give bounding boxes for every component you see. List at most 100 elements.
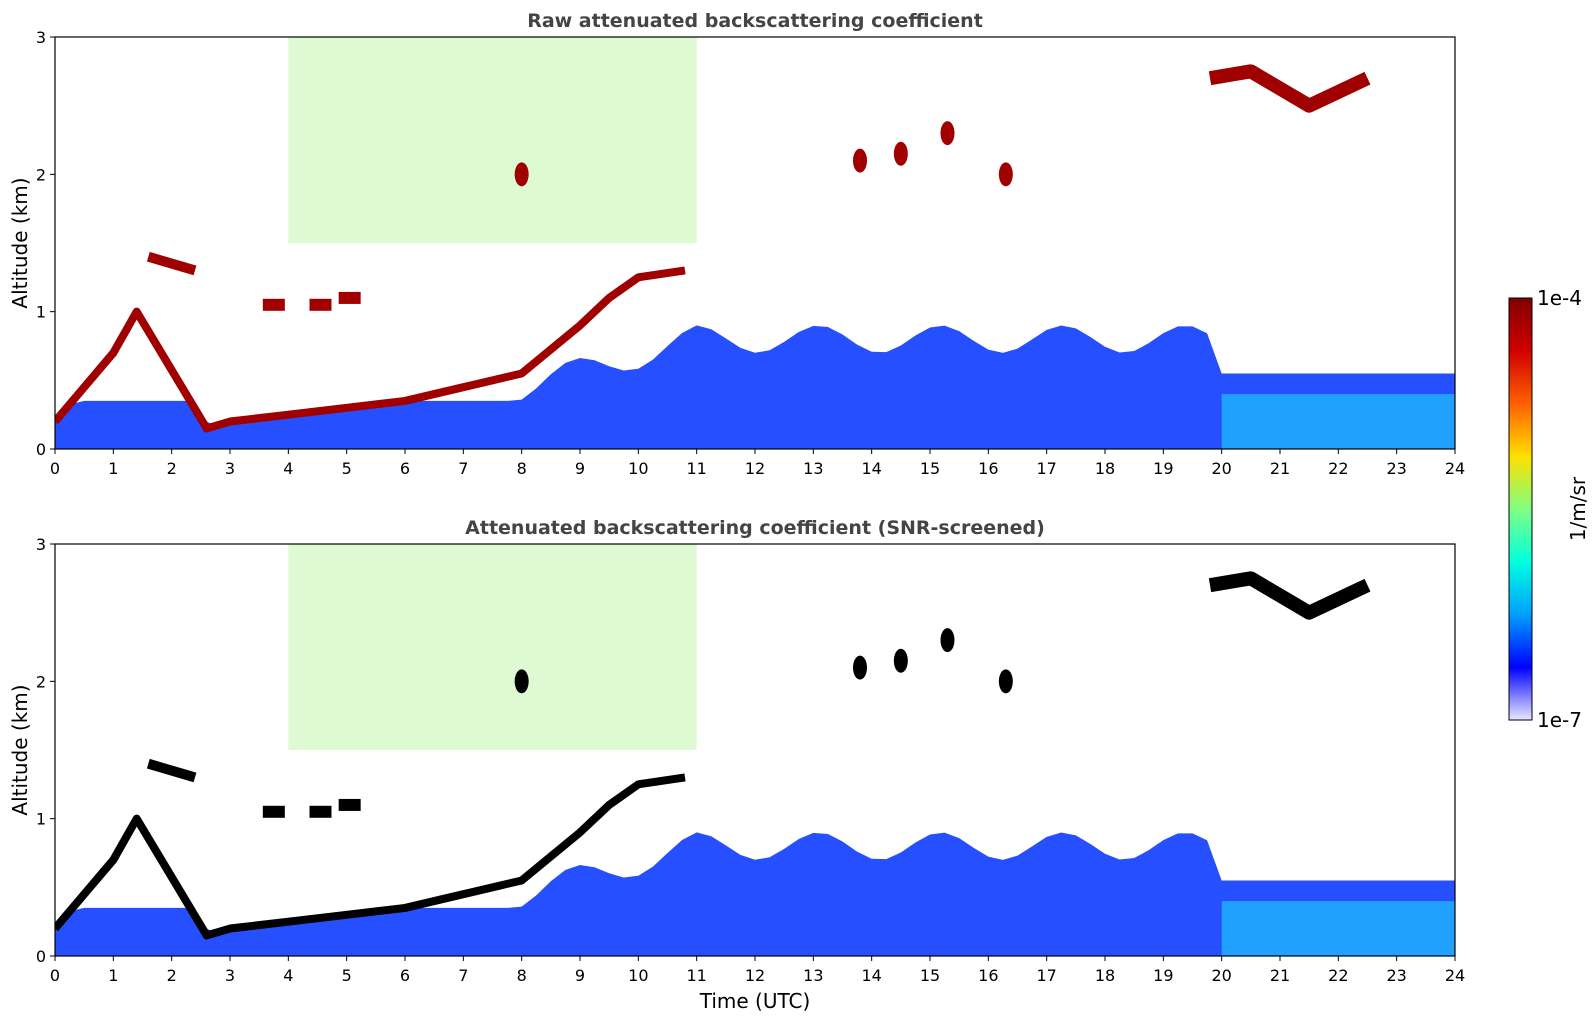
x-tick-label: 5	[342, 459, 352, 478]
x-tick-label: 0	[50, 459, 60, 478]
x-tick-label: 13	[803, 966, 823, 985]
x-tick-label: 8	[517, 459, 527, 478]
colorbar-min-label: 1e-7	[1537, 708, 1582, 732]
x-tick-label: 6	[400, 459, 410, 478]
x-tick-label: 3	[225, 966, 235, 985]
aerosol-layer	[146, 758, 197, 783]
x-tick-label: 12	[745, 966, 765, 985]
x-tick-label: 16	[978, 966, 998, 985]
y-tick-label: 1	[36, 810, 46, 829]
x-tick-label: 24	[1445, 459, 1465, 478]
panel-screened-x-label: Time (UTC)	[699, 989, 811, 1013]
x-tick-label: 20	[1211, 966, 1231, 985]
elevated-layer	[262, 805, 285, 818]
x-tick-label: 15	[920, 966, 940, 985]
panel-screened: Attenuated backscattering coefficient (S…	[8, 517, 1465, 1013]
aerosol-layer	[146, 251, 197, 276]
y-tick-label: 3	[36, 535, 46, 554]
x-tick-label: 7	[458, 459, 468, 478]
upper-noise-band	[288, 37, 697, 243]
x-tick-label: 2	[167, 966, 177, 985]
small-cloud	[893, 141, 908, 166]
panel-raw: Raw attenuated backscattering coefficien…	[8, 10, 1465, 478]
x-tick-label: 9	[575, 966, 585, 985]
x-tick-label: 14	[861, 459, 881, 478]
x-tick-label: 6	[400, 966, 410, 985]
x-tick-label: 10	[628, 459, 648, 478]
y-tick-label: 2	[36, 672, 46, 691]
panel-raw-x-ticks: 0 1 2 3 4 5 6 7 8 9 10 11 12 13 14 15 16 17 18 19 20 21 22 23 24	[50, 449, 1465, 478]
panel-screened-y-ticks: 0 1 2 3	[36, 535, 55, 966]
panel-screened-plot-area	[55, 544, 1455, 956]
upper-noise-band	[288, 544, 697, 750]
x-tick-label: 9	[575, 459, 585, 478]
y-tick-label: 0	[36, 947, 46, 966]
colorbar-unit-label: 1/m/sr	[1566, 476, 1590, 541]
x-tick-label: 17	[1036, 966, 1056, 985]
x-tick-label: 11	[686, 966, 706, 985]
x-tick-label: 4	[283, 459, 293, 478]
x-tick-label: 20	[1211, 459, 1231, 478]
x-tick-label: 24	[1445, 966, 1465, 985]
small-cloud	[514, 162, 529, 187]
x-tick-label: 19	[1153, 459, 1173, 478]
x-tick-label: 8	[517, 966, 527, 985]
x-tick-label: 19	[1153, 966, 1173, 985]
elevated-layer	[338, 291, 361, 304]
y-tick-label: 3	[36, 28, 46, 47]
colorbar-gradient	[1508, 297, 1533, 721]
panel-screened-x-ticks: 0 1 2 3 4 5 6 7 8 9 10 11 12 13 14 15 16 17 18 19 20 21 22 23 24	[50, 956, 1465, 985]
colorbar-max-label: 1e-4	[1537, 286, 1582, 310]
x-tick-label: 1	[108, 459, 118, 478]
elevated-layer	[338, 798, 361, 811]
small-cloud	[853, 655, 867, 680]
cirrus-cloud	[1208, 571, 1371, 620]
x-tick-label: 3	[225, 459, 235, 478]
small-cloud	[514, 669, 529, 694]
x-tick-label: 18	[1095, 966, 1115, 985]
x-tick-label: 17	[1036, 459, 1056, 478]
cirrus-cloud	[1208, 64, 1371, 113]
y-tick-label: 0	[36, 440, 46, 459]
panel-screened-title: Attenuated backscattering coefficient (S…	[465, 517, 1045, 539]
x-tick-label: 22	[1328, 966, 1348, 985]
small-cloud	[998, 162, 1013, 187]
x-tick-label: 10	[628, 966, 648, 985]
x-tick-label: 16	[978, 459, 998, 478]
x-tick-label: 11	[686, 459, 706, 478]
panel-raw-title: Raw attenuated backscattering coefficien…	[527, 10, 983, 32]
x-tick-label: 18	[1095, 459, 1115, 478]
x-tick-label: 2	[167, 459, 177, 478]
x-tick-label: 21	[1270, 966, 1290, 985]
x-tick-label: 5	[342, 966, 352, 985]
boundary-layer-top	[55, 773, 686, 940]
x-tick-label: 21	[1270, 459, 1290, 478]
near-surface-region	[55, 325, 1455, 449]
small-cloud	[940, 121, 955, 146]
late-boundary-layer	[1221, 394, 1455, 449]
x-tick-label: 4	[283, 966, 293, 985]
elevated-layer	[262, 298, 285, 311]
panel-raw-y-ticks: 0 1 2 3	[36, 28, 55, 459]
y-tick-label: 1	[36, 303, 46, 322]
small-cloud	[998, 669, 1013, 694]
panel-raw-plot-area	[55, 37, 1455, 449]
panel-raw-y-label: Altitude (km)	[8, 177, 32, 308]
elevated-layer	[309, 805, 332, 818]
x-tick-label: 7	[458, 966, 468, 985]
boundary-layer-top	[55, 266, 686, 433]
small-cloud	[893, 648, 908, 673]
elevated-layer	[309, 298, 332, 311]
x-tick-label: 13	[803, 459, 823, 478]
near-surface-region	[55, 832, 1455, 956]
x-tick-label: 23	[1386, 459, 1406, 478]
x-tick-label: 15	[920, 459, 940, 478]
late-boundary-layer	[1221, 901, 1455, 956]
x-tick-label: 23	[1386, 966, 1406, 985]
small-cloud	[853, 148, 867, 173]
small-cloud	[940, 628, 955, 653]
x-tick-label: 0	[50, 966, 60, 985]
panel-screened-y-label: Altitude (km)	[8, 684, 32, 815]
colorbar: 1e-4 1e-7 1/m/sr	[1508, 286, 1590, 732]
